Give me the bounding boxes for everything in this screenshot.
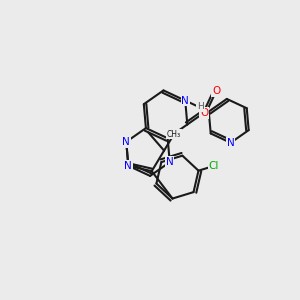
Text: N: N (182, 96, 189, 106)
Text: N: N (227, 138, 235, 148)
Text: N: N (122, 137, 130, 147)
Text: O: O (212, 86, 220, 96)
Text: N: N (124, 161, 132, 171)
Text: Cl: Cl (208, 161, 219, 171)
Text: CH₃: CH₃ (167, 130, 181, 139)
Text: N: N (166, 157, 174, 167)
Text: H: H (197, 102, 204, 111)
Text: O: O (200, 108, 208, 118)
